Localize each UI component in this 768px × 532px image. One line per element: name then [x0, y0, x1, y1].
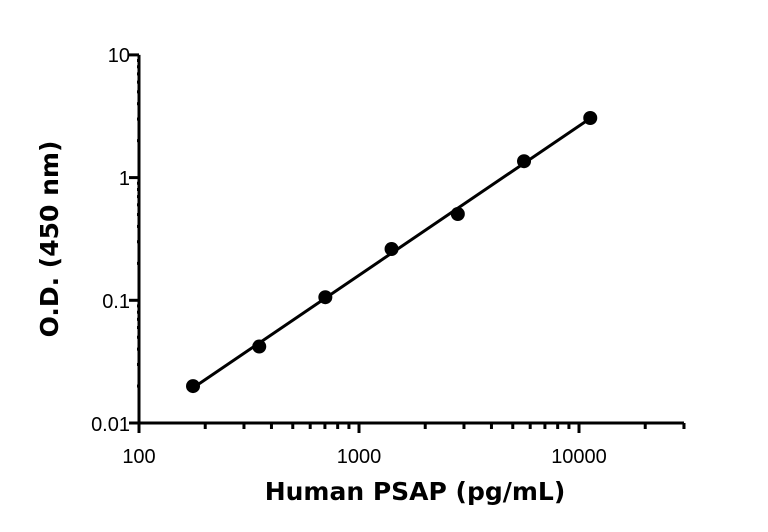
data-point — [318, 290, 333, 305]
y-tick-label-0.1: 0.1 — [102, 291, 130, 313]
data-point — [186, 379, 201, 394]
data-point — [450, 207, 465, 222]
x-tick-label-1000: 1000 — [337, 446, 382, 468]
x-axis-title: Human PSAP (pg/mL) — [265, 477, 566, 506]
y-tick-label-10: 10 — [108, 45, 130, 67]
data-point — [384, 241, 399, 256]
x-tick-label-100: 100 — [122, 446, 155, 468]
x-axis — [137, 421, 686, 433]
data-point — [252, 339, 267, 354]
data-point — [517, 154, 532, 169]
y-axis — [129, 53, 141, 425]
x-tick-label-10000: 10000 — [551, 446, 607, 468]
y-tick-label-1: 1 — [119, 168, 130, 190]
plot-area — [186, 111, 598, 394]
y-axis-title: O.D. (450 nm) — [35, 141, 64, 338]
y-tick-label-0.01: 0.01 — [91, 414, 130, 436]
data-point — [583, 111, 598, 126]
